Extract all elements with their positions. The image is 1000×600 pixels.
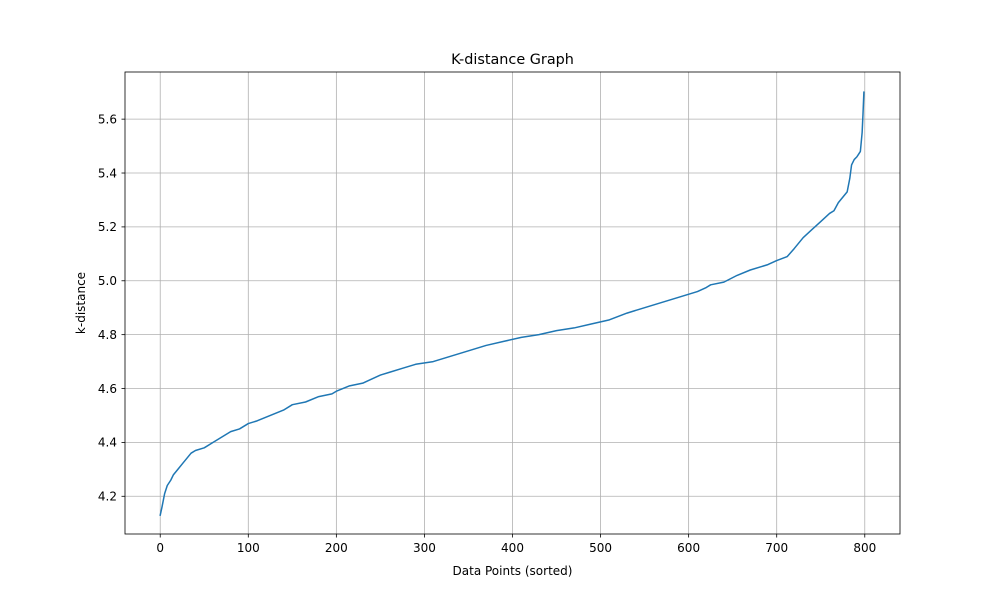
- x-tick-label: 100: [237, 541, 260, 555]
- series-lines: [159, 91, 865, 517]
- x-tick-label: 800: [853, 541, 876, 555]
- x-tick-label: 200: [325, 541, 348, 555]
- y-tick-label: 4.4: [98, 436, 117, 450]
- chart-title: K-distance Graph: [451, 52, 574, 68]
- y-tick-label: 4.2: [98, 490, 117, 504]
- y-tick-label: 4.6: [98, 382, 117, 396]
- y-axis-ticks: 4.2 4.4 4.6 4.8 5.0 5.2 5.4 5.6: [98, 112, 125, 504]
- y-tick-label: 5.4: [98, 166, 117, 180]
- y-tick-label: 5.2: [98, 220, 117, 234]
- y-axis-title: k-distance: [74, 272, 88, 334]
- x-tick-label: 400: [501, 541, 524, 555]
- x-tick-label: 300: [413, 541, 436, 555]
- x-axis-ticks: 0 100 200 300 400 500 600 700 800: [156, 534, 876, 555]
- y-tick-label: 4.8: [98, 328, 117, 342]
- k-distance-line: [159, 91, 865, 517]
- x-axis-title: Data Points (sorted): [453, 564, 573, 578]
- x-tick-label: 600: [677, 541, 700, 555]
- y-tick-label: 5.0: [98, 274, 117, 288]
- grid-lines: [125, 72, 900, 534]
- x-tick-label: 500: [589, 541, 612, 555]
- y-tick-label: 5.6: [98, 112, 117, 126]
- x-tick-label: 700: [765, 541, 788, 555]
- x-tick-label: 0: [156, 541, 164, 555]
